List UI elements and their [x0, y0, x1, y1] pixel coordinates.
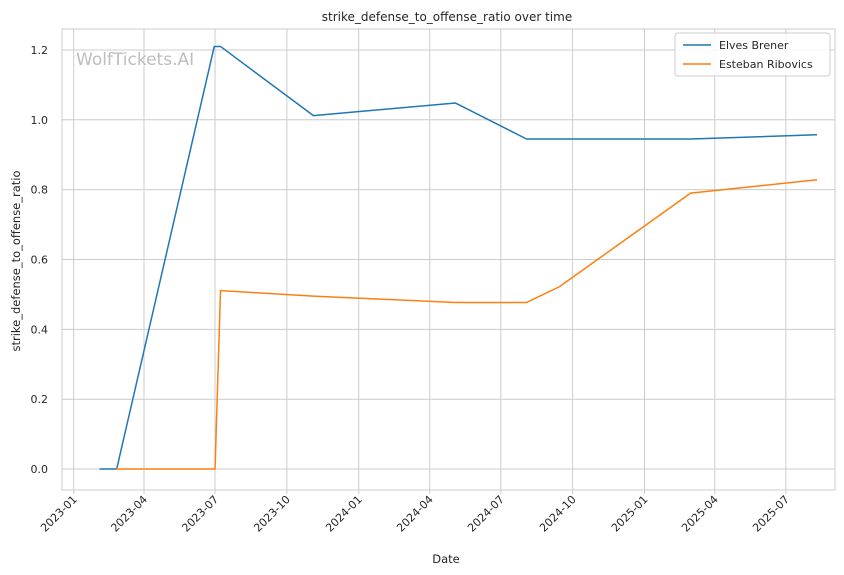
chart-title: strike_defense_to_offense_ratio over tim… [322, 10, 572, 24]
series-line-0 [99, 45, 818, 470]
y-tick-label: 0.6 [31, 254, 49, 267]
y-axis-ticks: 0.0 0.2 0.4 0.6 0.8 1.0 1.2 [31, 44, 49, 476]
plot-area: WolfTickets.AI [61, 28, 836, 491]
y-tick-label: 1.2 [31, 44, 49, 57]
legend-label-1: Esteban Ribovics [719, 58, 813, 71]
watermark-text: WolfTickets.AI [76, 50, 194, 70]
x-axis-label: Date [432, 552, 460, 566]
y-tick-label: 0.4 [31, 323, 49, 336]
y-tick-label: 0.0 [31, 463, 49, 476]
y-tick-label: 0.2 [31, 393, 49, 406]
series-line-1 [115, 179, 818, 470]
legend: Elves Brener Esteban Ribovics [674, 32, 831, 77]
y-tick-label: 0.8 [31, 184, 49, 197]
y-axis-label: strike_defense_to_offense_ratio [9, 170, 23, 351]
legend-items: Elves Brener Esteban Ribovics [683, 39, 813, 71]
series-layer [99, 45, 818, 470]
legend-box [674, 32, 831, 77]
legend-label-0: Elves Brener [719, 39, 789, 52]
y-tick-label: 1.0 [31, 114, 49, 127]
